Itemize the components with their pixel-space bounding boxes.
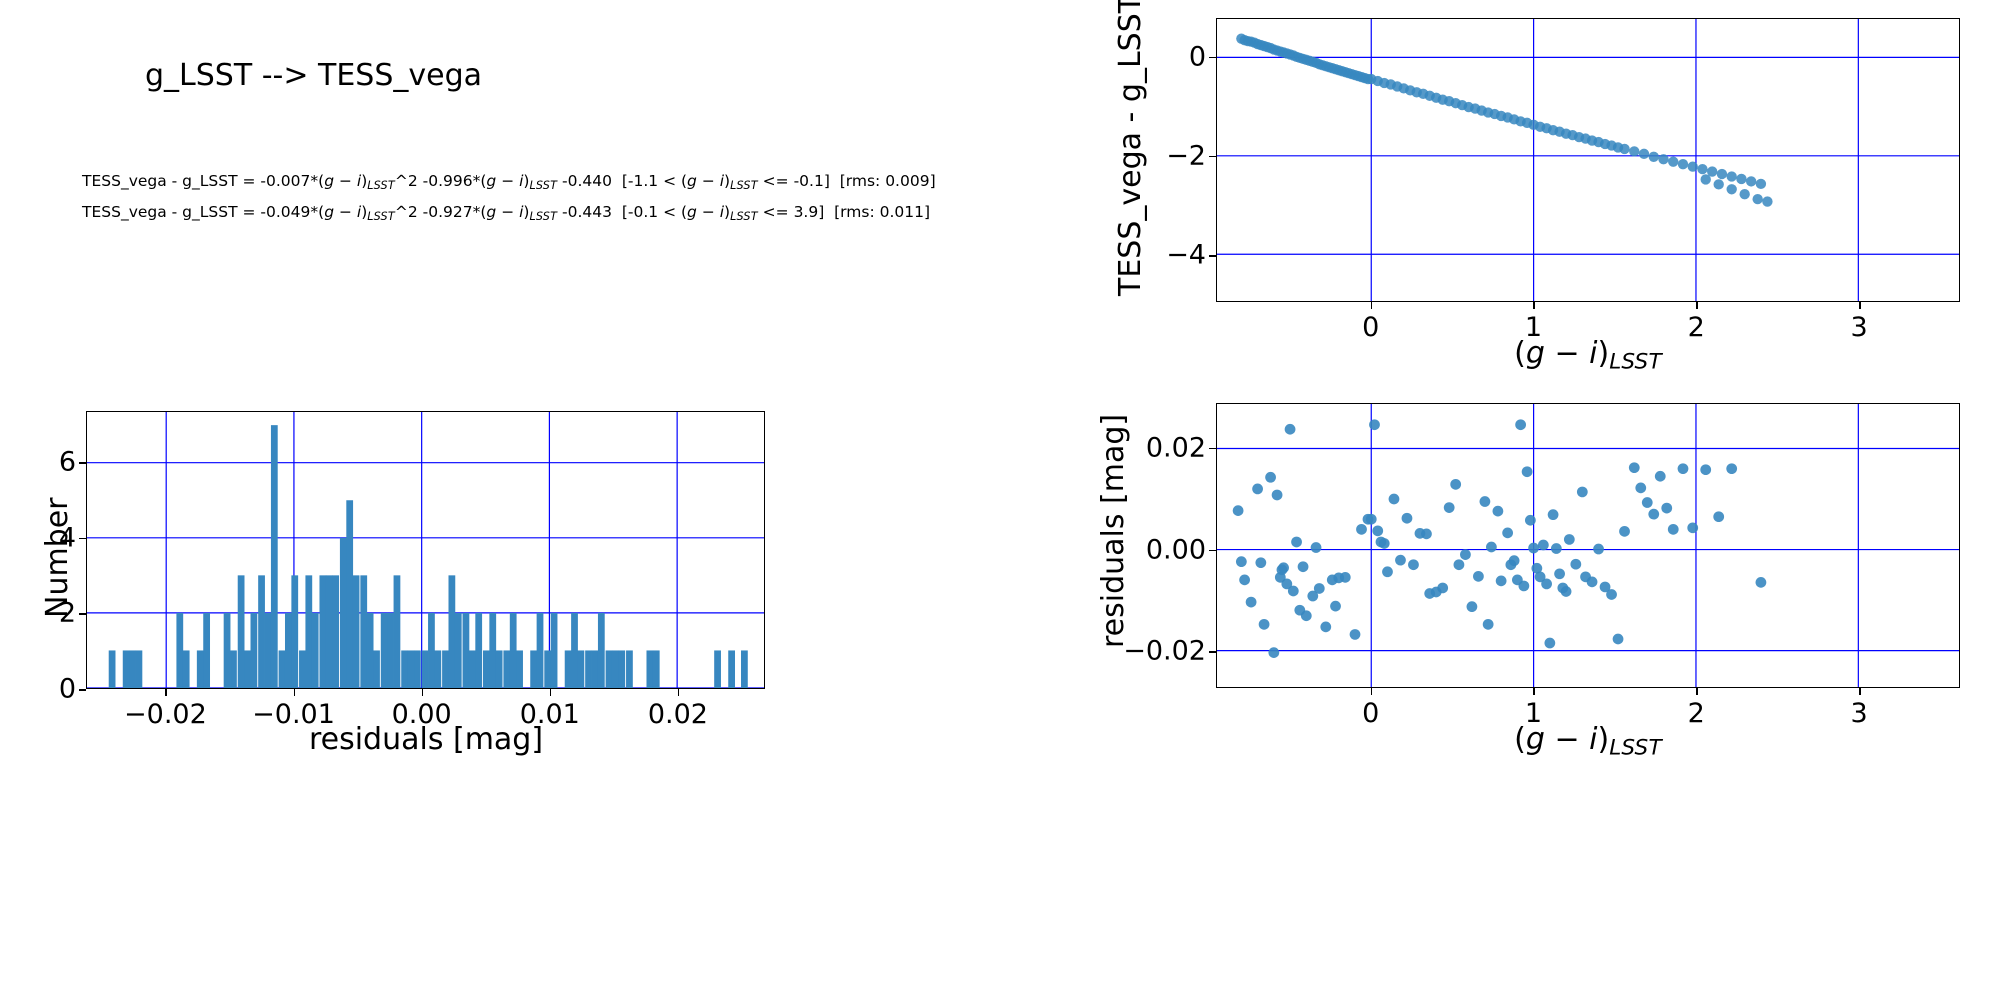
- y-tickmark: [1209, 549, 1216, 552]
- x-tickmark: [1859, 688, 1861, 695]
- eq2-const: -0.443: [562, 202, 612, 221]
- x-tick-label: −0.02: [124, 699, 207, 730]
- eq1-const: -0.440: [562, 172, 612, 190]
- x-tickmark: [293, 689, 296, 696]
- x-tick-label: 0.01: [519, 699, 580, 730]
- y-tickmark: [79, 613, 86, 615]
- x-tickmark: [165, 689, 168, 696]
- y-tick-label: 0.02: [1145, 432, 1206, 464]
- x-tickmark: [1859, 302, 1861, 309]
- y-tick-label: −2: [1166, 140, 1206, 172]
- x-tickmark: [421, 689, 424, 696]
- y-tick-label: 2: [58, 597, 76, 629]
- eq1-lhs: TESS_vega - g_LSST =: [82, 172, 261, 190]
- x-tickmark: [1533, 688, 1536, 695]
- y-tick-label: 6: [58, 446, 76, 478]
- x-tick-label: 2: [1687, 312, 1705, 343]
- x-tick-label: 3: [1850, 698, 1868, 729]
- y-tick-label: −4: [1166, 239, 1206, 271]
- yaxis-label-residual: residuals [mag]: [1096, 413, 1131, 648]
- y-tick-label: −0.02: [1123, 635, 1206, 667]
- eq1-quad-coef: -0.007: [260, 172, 311, 190]
- eq1-rms: [rms: 0.009]: [839, 172, 936, 190]
- fit-equation-line-2: TESS_vega - g_LSST = -0.049*(g − i)LSST^…: [82, 202, 931, 223]
- y-tick-label: 4: [58, 522, 76, 554]
- x-tickmark: [1370, 688, 1373, 695]
- y-tickmark: [79, 689, 86, 691]
- axes-frame-histogram: [86, 411, 765, 689]
- y-tickmark: [79, 537, 86, 540]
- fit-equation-line-1: TESS_vega - g_LSST = -0.007*(g − i)LSST^…: [82, 172, 936, 192]
- x-tick-label: 0.00: [391, 699, 452, 730]
- fit-equations: TESS_vega - g_LSST = -0.007*(g − i)LSST^…: [82, 168, 936, 230]
- axes-frame-color-color: [1216, 18, 1960, 302]
- y-tickmark: [79, 462, 86, 464]
- figure-title: g_LSST --> TESS_vega: [145, 58, 483, 93]
- y-tick-label: 0: [1188, 41, 1206, 73]
- x-tick-label: 0: [1362, 698, 1380, 729]
- eq2-range-hi: 3.9: [793, 202, 819, 221]
- y-tickmark: [1209, 155, 1216, 158]
- y-tick-label: 0.00: [1145, 534, 1206, 566]
- eq1-range-lo: -1.1: [627, 172, 659, 190]
- plot-area-histogram: [87, 412, 764, 688]
- eq2-range-lo: -0.1: [627, 202, 659, 221]
- x-tickmark: [1370, 302, 1373, 309]
- x-tickmark: [1696, 302, 1698, 309]
- yaxis-label-color-color: TESS_vega - g_LSST: [1113, 0, 1148, 296]
- x-tickmark: [677, 689, 680, 696]
- xaxis-label-color-color: (g − i)LSST: [1514, 336, 1662, 375]
- x-tick-label: 1: [1524, 312, 1543, 343]
- plot-area-residual: [1217, 404, 1959, 687]
- x-tickmark: [1533, 302, 1536, 309]
- x-tick-label: 0.02: [647, 699, 708, 730]
- x-tick-label: 1: [1524, 698, 1543, 729]
- eq1-range-hi: -0.1: [793, 172, 824, 190]
- xaxis-label-residual: (g − i)LSST: [1514, 722, 1662, 761]
- y-tickmark: [1209, 447, 1216, 450]
- eq2-lin-coef: -0.927: [422, 202, 473, 221]
- x-tick-label: −0.01: [252, 699, 335, 730]
- eq2-lhs: TESS_vega - g_LSST =: [82, 202, 261, 221]
- y-tickmark: [1209, 651, 1216, 653]
- x-tick-label: 0: [1362, 312, 1380, 343]
- axes-frame-residual: [1216, 403, 1960, 688]
- x-tickmark: [1696, 688, 1698, 695]
- x-tick-label: 2: [1687, 698, 1705, 729]
- plot-area-color-color: [1217, 19, 1959, 301]
- eq2-rms: [rms: 0.011]: [834, 202, 931, 221]
- yaxis-label-histogram: Number: [40, 497, 75, 618]
- y-tickmark: [1209, 56, 1216, 59]
- y-tick-label: 0: [58, 673, 76, 705]
- x-tickmark: [549, 689, 552, 696]
- x-tick-label: 3: [1850, 312, 1868, 343]
- y-tickmark: [1209, 254, 1216, 257]
- xaxis-label-histogram: residuals [mag]: [308, 722, 544, 757]
- eq1-lin-coef: -0.996: [422, 172, 473, 190]
- eq2-quad-coef: -0.049: [260, 202, 311, 221]
